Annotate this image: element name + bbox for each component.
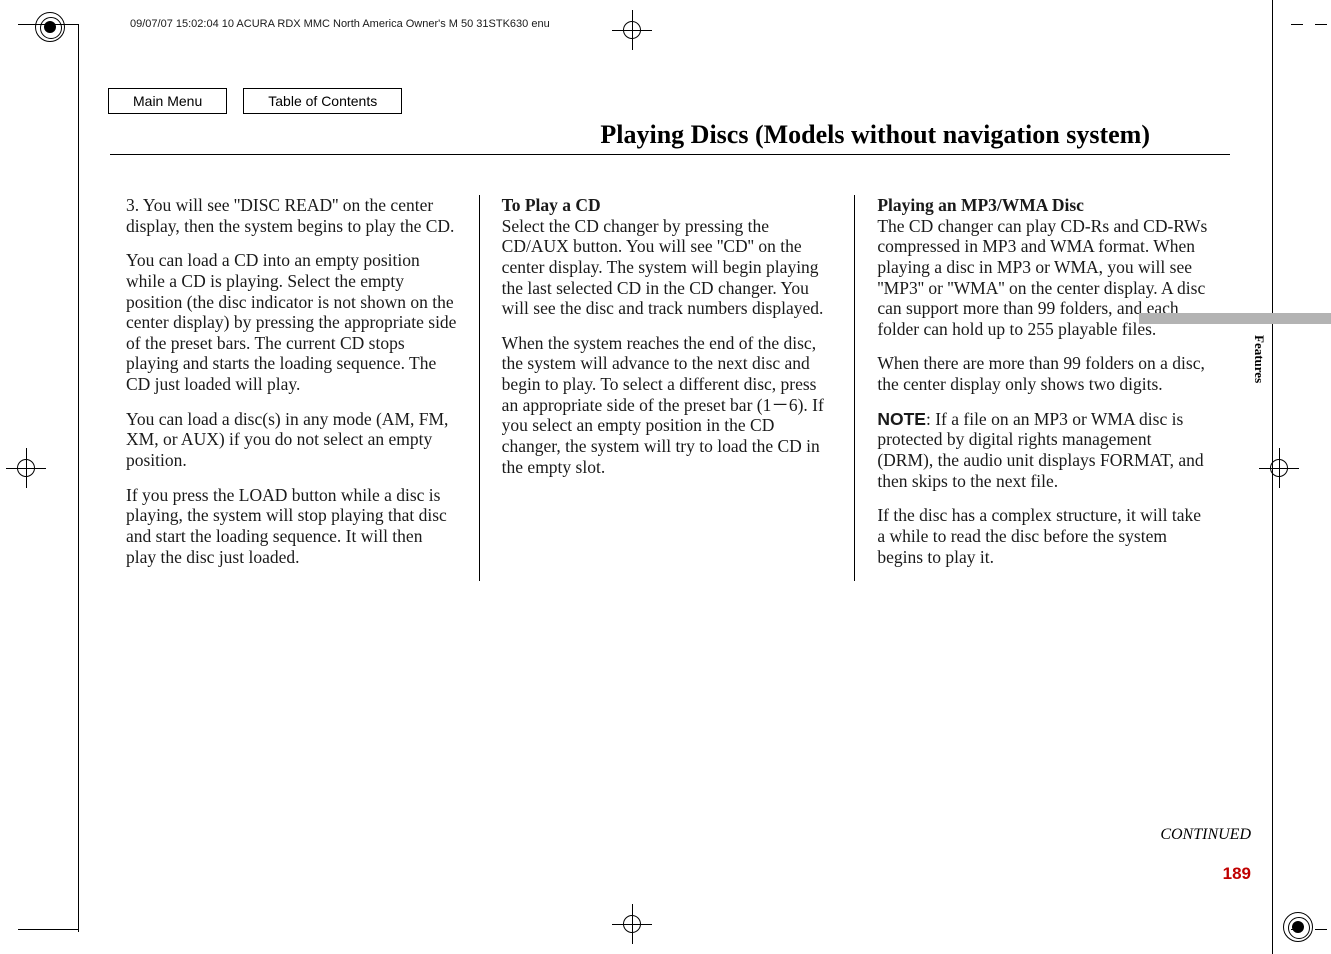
- crop-mark: [18, 929, 78, 930]
- page-content: Playing Discs (Models without navigation…: [110, 120, 1230, 581]
- body-text: If the disc has a complex structure, it …: [877, 505, 1208, 567]
- toc-button[interactable]: Table of Contents: [243, 88, 402, 114]
- section-tab: [1139, 313, 1331, 324]
- body-text: To Play a CDSelect the CD changer by pre…: [502, 195, 833, 319]
- crop-mark: [1315, 24, 1327, 25]
- nav-buttons: Main Menu Table of Contents: [108, 88, 402, 114]
- body-text: 3. You will see ''DISC READ'' on the cen…: [126, 195, 457, 236]
- registration-mark-icon: [35, 12, 65, 42]
- column-2: To Play a CDSelect the CD changer by pre…: [480, 195, 856, 581]
- body-text: : If a file on an MP3 or WMA disc is pro…: [877, 409, 1203, 491]
- body-text: When there are more than 99 folders on a…: [877, 353, 1208, 394]
- document-meta: 09/07/07 15:02:04 10 ACURA RDX MMC North…: [130, 18, 550, 30]
- column-1: 3. You will see ''DISC READ'' on the cen…: [110, 195, 480, 581]
- trim-line: [78, 24, 79, 932]
- section-heading: Playing an MP3/WMA Disc: [877, 195, 1084, 215]
- body-text: If you press the LOAD button while a dis…: [126, 485, 457, 568]
- registration-mark-icon: [1283, 912, 1313, 942]
- body-columns: 3. You will see ''DISC READ'' on the cen…: [110, 195, 1230, 581]
- body-text: When the system reaches the end of the d…: [502, 333, 833, 477]
- crop-mark: [1315, 929, 1327, 930]
- continued-label: CONTINUED: [1160, 826, 1251, 844]
- page-number: 189: [1223, 864, 1251, 884]
- body-text: NOTE: If a file on an MP3 or WMA disc is…: [877, 409, 1208, 492]
- trim-line: [1272, 24, 1273, 932]
- note-label: NOTE: [877, 409, 926, 429]
- main-menu-button[interactable]: Main Menu: [108, 88, 227, 114]
- body-text: You can load a CD into an empty position…: [126, 250, 457, 394]
- column-3: Playing an MP3/WMA DiscThe CD changer ca…: [855, 195, 1230, 581]
- section-label: Features: [1251, 335, 1267, 383]
- section-heading: To Play a CD: [502, 195, 601, 215]
- crosshair-icon: [1259, 448, 1299, 488]
- body-text: You can load a disc(s) in any mode (AM, …: [126, 409, 457, 471]
- crosshair-icon: [612, 904, 652, 944]
- crosshair-icon: [6, 448, 46, 488]
- crosshair-icon: [612, 10, 652, 50]
- crop-mark: [1291, 24, 1303, 25]
- body-text: Select the CD changer by pressing the CD…: [502, 216, 824, 319]
- page-title: Playing Discs (Models without navigation…: [110, 120, 1230, 155]
